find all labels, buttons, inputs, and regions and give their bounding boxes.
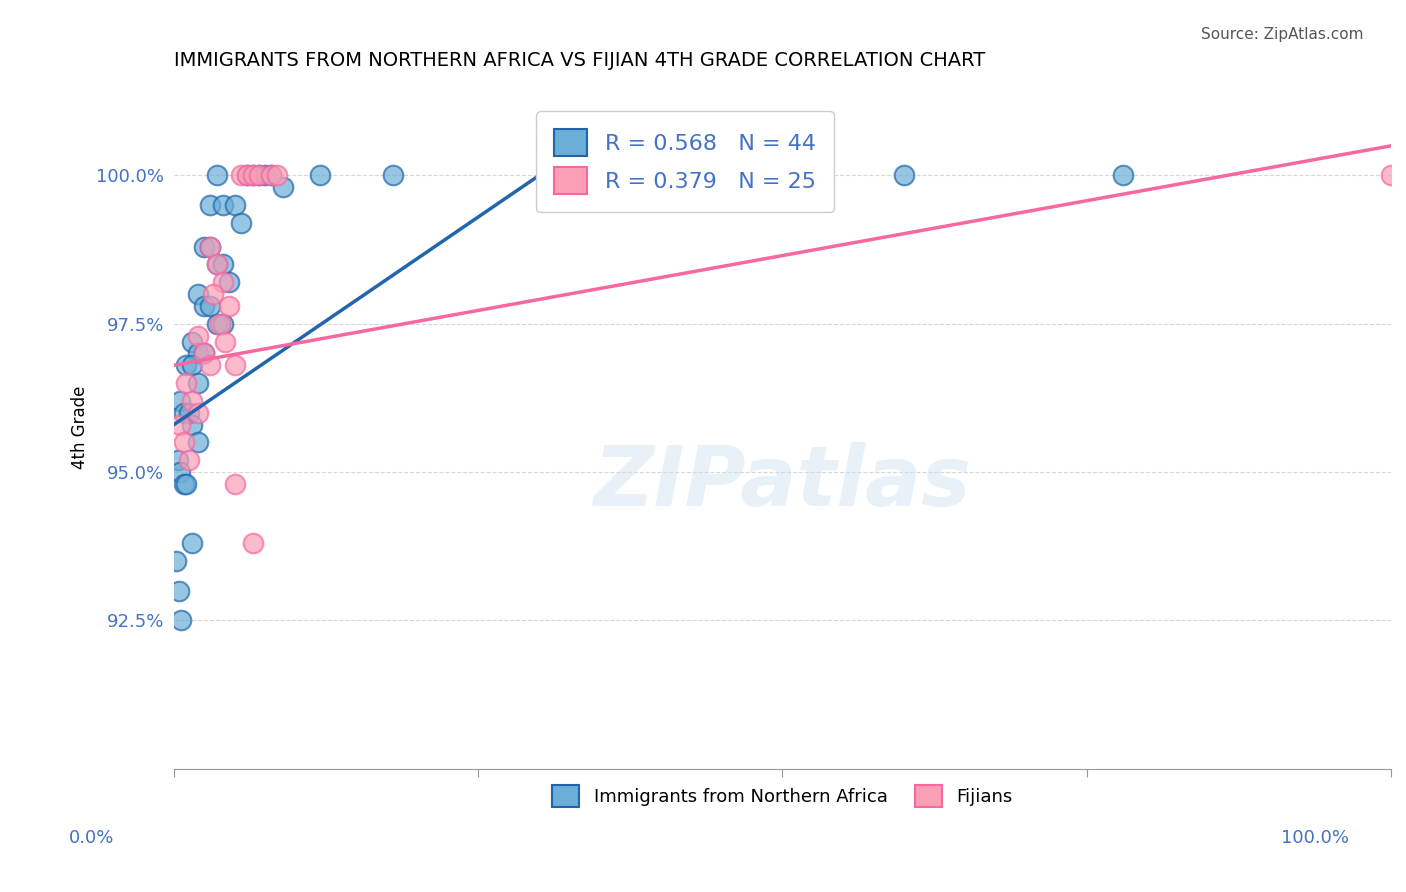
Point [205, 257, 228, 271]
Point [211, 198, 233, 212]
Point [211, 317, 233, 331]
Point [174, 477, 197, 491]
Point [169, 393, 191, 408]
Point [211, 257, 233, 271]
Point [247, 169, 270, 183]
Point [260, 169, 283, 183]
Point [205, 169, 228, 183]
Point [242, 536, 264, 550]
Point [177, 406, 200, 420]
Point [187, 376, 209, 390]
Point [187, 346, 209, 360]
Point [181, 417, 204, 432]
Point [247, 169, 270, 183]
Point [229, 169, 252, 183]
Legend: Immigrants from Northern Africa, Fijians: Immigrants from Northern Africa, Fijians [546, 778, 1019, 814]
Text: ZIPatlas: ZIPatlas [593, 442, 972, 523]
Point [193, 299, 215, 313]
Point [260, 169, 283, 183]
Point [224, 477, 246, 491]
Point [266, 169, 288, 183]
Point [254, 169, 277, 183]
Point [166, 453, 188, 467]
Point [224, 198, 246, 212]
Point [229, 216, 252, 230]
Point [170, 613, 193, 627]
Point [211, 275, 233, 289]
Point [173, 406, 195, 420]
Point [309, 169, 332, 183]
Point [187, 328, 209, 343]
Point [200, 198, 222, 212]
Point [193, 240, 215, 254]
Point [167, 583, 190, 598]
Point [209, 317, 232, 331]
Point [173, 477, 195, 491]
Point [214, 334, 236, 349]
Point [236, 169, 259, 183]
Point [187, 406, 209, 420]
Point [169, 465, 191, 479]
Point [187, 435, 209, 450]
Point [181, 359, 204, 373]
Point [181, 393, 204, 408]
Point [181, 334, 204, 349]
Text: 0.0%: 0.0% [69, 829, 114, 847]
Point [193, 346, 215, 360]
Point [173, 435, 195, 450]
Point [1112, 169, 1135, 183]
Point [382, 169, 405, 183]
Point [177, 453, 200, 467]
Point [224, 359, 246, 373]
Point [218, 299, 240, 313]
Point [218, 275, 240, 289]
Text: Source: ZipAtlas.com: Source: ZipAtlas.com [1201, 27, 1364, 42]
Point [1379, 169, 1402, 183]
Point [169, 417, 191, 432]
Point [200, 359, 222, 373]
Point [174, 376, 197, 390]
Point [200, 240, 222, 254]
Point [174, 359, 197, 373]
Point [205, 317, 228, 331]
Point [242, 169, 264, 183]
Point [242, 169, 264, 183]
Point [201, 287, 224, 301]
Point [200, 240, 222, 254]
Point [893, 169, 915, 183]
Point [187, 287, 209, 301]
Point [236, 169, 259, 183]
Point [273, 180, 295, 194]
Text: 100.0%: 100.0% [1281, 829, 1348, 847]
Point [193, 346, 215, 360]
Text: IMMIGRANTS FROM NORTHERN AFRICA VS FIJIAN 4TH GRADE CORRELATION CHART: IMMIGRANTS FROM NORTHERN AFRICA VS FIJIA… [174, 51, 986, 70]
Point [200, 299, 222, 313]
Point [205, 257, 228, 271]
Point [181, 536, 204, 550]
Point [165, 554, 187, 568]
Y-axis label: 4th Grade: 4th Grade [72, 386, 89, 469]
